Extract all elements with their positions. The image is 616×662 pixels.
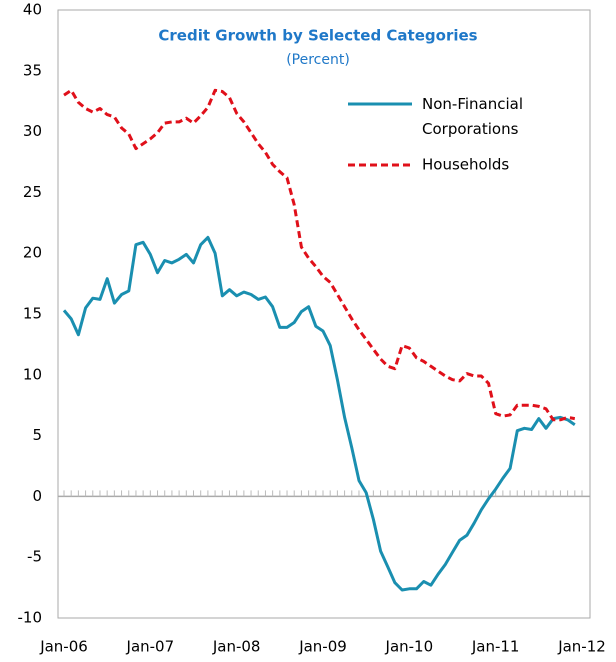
y-tick-label: -5 [27, 548, 42, 566]
x-tick-label: Jan-12 [557, 638, 606, 656]
y-tick-label: 5 [32, 426, 42, 444]
x-tick-label: Jan-09 [298, 638, 347, 656]
x-tick-label: Jan-10 [385, 638, 434, 656]
series-line [63, 88, 576, 422]
y-tick-label: 0 [32, 487, 42, 505]
y-tick-label: 30 [23, 122, 42, 140]
y-tick-label: 40 [23, 1, 42, 19]
y-tick-label: 15 [23, 305, 42, 323]
series-line [62, 235, 576, 592]
x-tick-label: Jan-07 [126, 638, 175, 656]
y-tick-label: -10 [18, 609, 43, 627]
legend-label: Non-Financial Corporations [422, 95, 523, 138]
x-tick-label: Jan-06 [39, 638, 88, 656]
x-tick-label: Jan-11 [471, 638, 520, 656]
chart-title: Credit Growth by Selected Categories [158, 27, 477, 45]
y-tick-label: 20 [23, 244, 42, 262]
legend-label: Households [422, 156, 509, 174]
y-tick-label: 35 [23, 61, 42, 79]
x-tick-label: Jan-08 [212, 638, 261, 656]
y-tick-label: 25 [23, 183, 42, 201]
y-tick-label: 10 [23, 365, 42, 383]
chart-subtitle: (Percent) [286, 52, 350, 68]
plot-frame [57, 9, 591, 619]
